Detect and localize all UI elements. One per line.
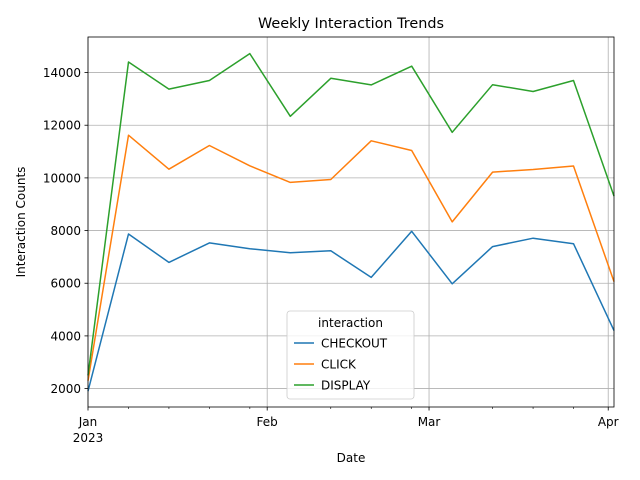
series-line-click bbox=[87, 134, 615, 381]
x-tick-label: Apr bbox=[598, 415, 619, 429]
legend-title: interaction bbox=[318, 316, 383, 330]
legend-entry: CLICK bbox=[321, 358, 357, 372]
x-tick-label: Feb bbox=[257, 415, 278, 429]
y-tick-label: 4000 bbox=[50, 329, 81, 343]
axes: 2000 4000 6000 8000 10000 12000 14000 Jan 2023 Fe… bbox=[43, 66, 619, 445]
legend-entry: DISPLAY bbox=[321, 379, 371, 393]
y-tick-label: 14000 bbox=[43, 66, 81, 80]
legend-entry: CHECKOUT bbox=[321, 337, 388, 351]
plot-frame bbox=[87, 36, 615, 408]
y-tick-label: 8000 bbox=[50, 224, 81, 238]
y-tick-label: 6000 bbox=[50, 277, 81, 291]
series-line-checkout bbox=[87, 230, 615, 392]
x-tick-label: Jan bbox=[78, 415, 98, 429]
x-axis-label: Date bbox=[337, 451, 366, 465]
y-tick-label: 12000 bbox=[43, 119, 81, 133]
y-tick-label: 2000 bbox=[50, 382, 81, 396]
legend: interaction CHECKOUT CLICK DISPLAY bbox=[286, 310, 415, 400]
legend-box bbox=[286, 310, 415, 400]
y-axis-label: Interaction Counts bbox=[14, 167, 28, 278]
chart-title: Weekly Interaction Trends bbox=[258, 16, 444, 32]
x-tick-sublabel: 2023 bbox=[73, 431, 104, 445]
x-tick-label: Mar bbox=[418, 415, 441, 429]
y-tick-label: 10000 bbox=[43, 171, 81, 185]
series-lines bbox=[87, 52, 615, 392]
series-line-display bbox=[87, 52, 615, 376]
